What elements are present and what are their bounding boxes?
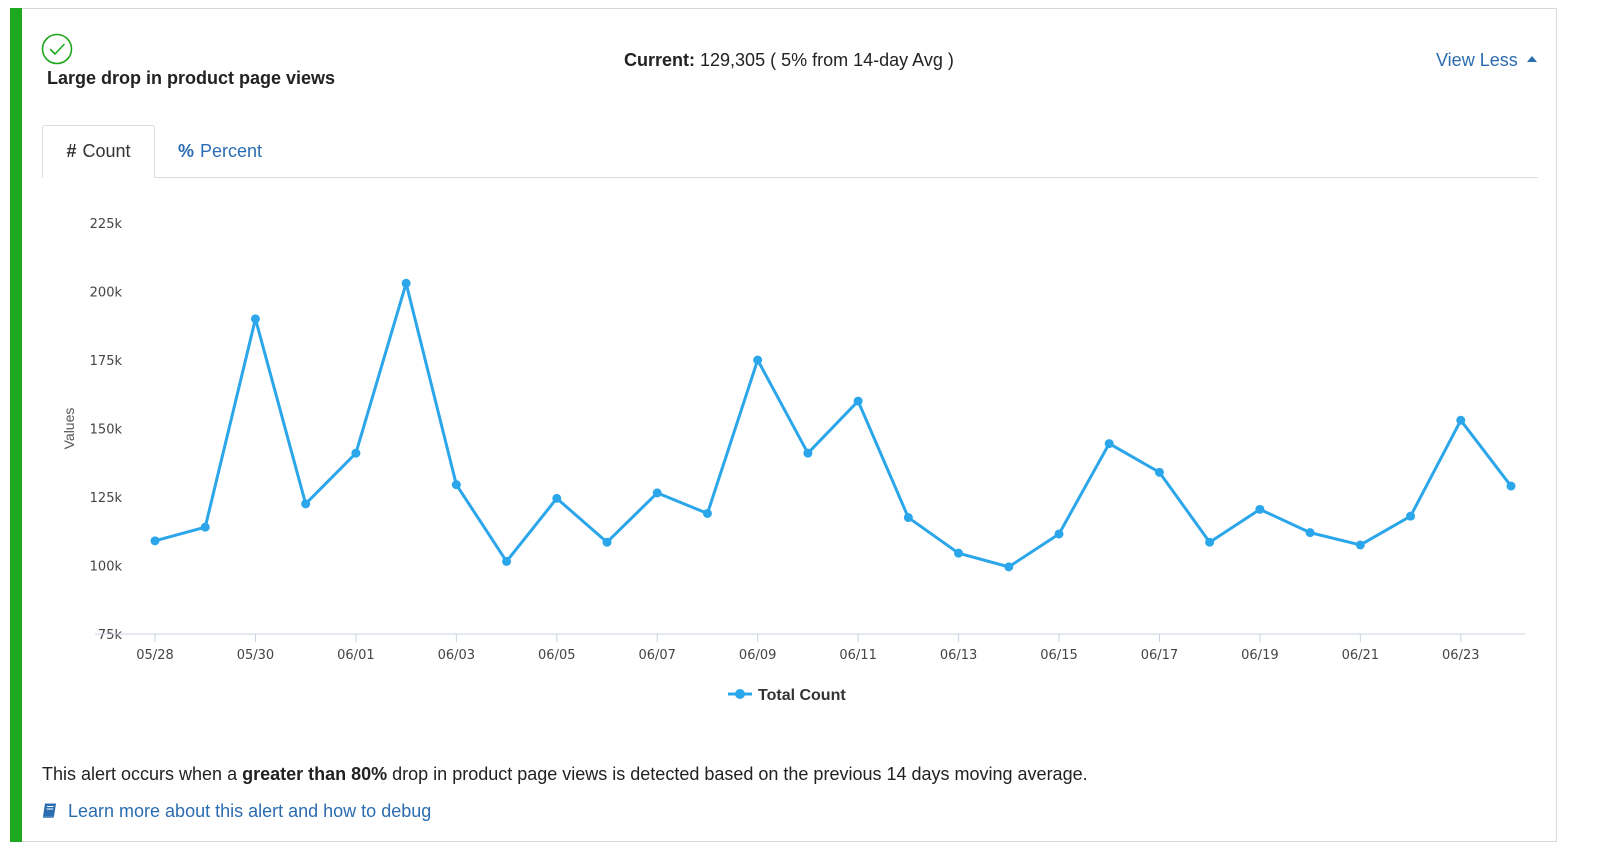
x-tick-label: 05/30	[237, 648, 274, 663]
learn-more-link[interactable]: Learn more about this alert and how to d…	[42, 801, 431, 822]
data-point	[1205, 537, 1215, 547]
current-value-summary: Current: 129,305 ( 5% from 14-day Avg )	[624, 50, 954, 71]
data-point	[1054, 529, 1064, 539]
x-tick-label: 06/01	[337, 648, 374, 663]
view-less-toggle[interactable]: View Less	[1436, 50, 1537, 71]
x-tick-label: 05/28	[136, 648, 173, 663]
data-point	[1255, 504, 1265, 514]
x-tick-label: 06/09	[739, 648, 776, 663]
check-circle-icon	[41, 33, 73, 65]
y-tick-label: 125k	[90, 491, 123, 506]
description-suffix: drop in product page views is detected b…	[387, 764, 1088, 784]
x-tick-label: 06/19	[1241, 648, 1278, 663]
learn-more-label: Learn more about this alert and how to d…	[68, 801, 432, 821]
x-tick-label: 06/03	[438, 648, 475, 663]
y-tick-label: 175k	[90, 354, 123, 369]
data-point	[1004, 562, 1014, 572]
data-point	[502, 556, 512, 566]
alert-card	[10, 8, 1557, 842]
data-point	[250, 314, 260, 324]
data-point	[401, 278, 411, 288]
status-accent-bar	[10, 8, 22, 842]
line-chart: Values 225k 200k 175k 150k 125k 100k 75k 05/28 05…	[61, 217, 1525, 704]
data-point	[301, 499, 311, 509]
data-point	[702, 508, 712, 518]
data-point	[1506, 481, 1516, 491]
y-tick-label: 225k	[90, 217, 123, 232]
data-point	[552, 493, 562, 503]
x-tick-label: 06/05	[538, 648, 575, 663]
y-tick-label: 100k	[90, 560, 123, 575]
tab-percent[interactable]: % Percent	[165, 125, 275, 178]
data-point	[903, 513, 913, 523]
data-point	[803, 448, 813, 458]
current-change: ( 5% from 14-day Avg )	[770, 50, 954, 70]
data-point	[150, 536, 160, 546]
book-icon	[42, 803, 56, 818]
data-point	[602, 537, 612, 547]
description-emphasis: greater than 80%	[242, 764, 388, 784]
tabs-divider	[42, 177, 1538, 178]
data-point	[753, 355, 763, 365]
x-tick-label: 06/13	[940, 648, 977, 663]
data-point	[200, 522, 210, 532]
description-prefix: This alert occurs when a	[42, 764, 243, 784]
hash-icon: #	[66, 141, 77, 161]
series-line-total-count	[153, 281, 1513, 569]
data-point	[451, 480, 461, 490]
data-point	[853, 396, 863, 406]
tab-percent-label: Percent	[199, 141, 263, 161]
percent-icon: %	[177, 141, 194, 161]
data-point	[1355, 540, 1365, 550]
legend-marker	[735, 689, 745, 699]
x-tick-label: 06/07	[638, 648, 675, 663]
legend-label: Total Count	[758, 687, 846, 704]
data-point	[1305, 528, 1315, 538]
tab-count-label: Count	[82, 141, 131, 161]
data-point	[1456, 415, 1466, 425]
y-axis-title: Values	[61, 408, 77, 450]
data-point	[1154, 467, 1164, 477]
y-tick-label: 75k	[98, 628, 123, 643]
x-tick-label: 06/23	[1442, 648, 1479, 663]
x-tick-label: 06/21	[1342, 648, 1379, 663]
x-tick-label: 06/11	[839, 648, 876, 663]
tab-count[interactable]: # Count	[42, 125, 155, 178]
current-label: Current:	[624, 50, 695, 70]
data-point	[1104, 439, 1114, 449]
x-tick-label: 06/15	[1040, 648, 1077, 663]
data-point	[954, 548, 964, 558]
y-tick-label: 200k	[90, 286, 123, 301]
y-tick-label: 150k	[90, 423, 123, 438]
data-point	[351, 448, 361, 458]
alert-description: This alert occurs when a greater than 80…	[42, 764, 1088, 785]
alert-title: Large drop in product page views	[47, 68, 336, 88]
current-value: 129,305	[700, 50, 766, 70]
data-point	[652, 488, 662, 498]
view-less-label: View Less	[1436, 50, 1518, 70]
x-tick-label: 06/17	[1141, 648, 1178, 663]
caret-up-icon	[1526, 56, 1537, 63]
data-point	[1406, 511, 1416, 521]
